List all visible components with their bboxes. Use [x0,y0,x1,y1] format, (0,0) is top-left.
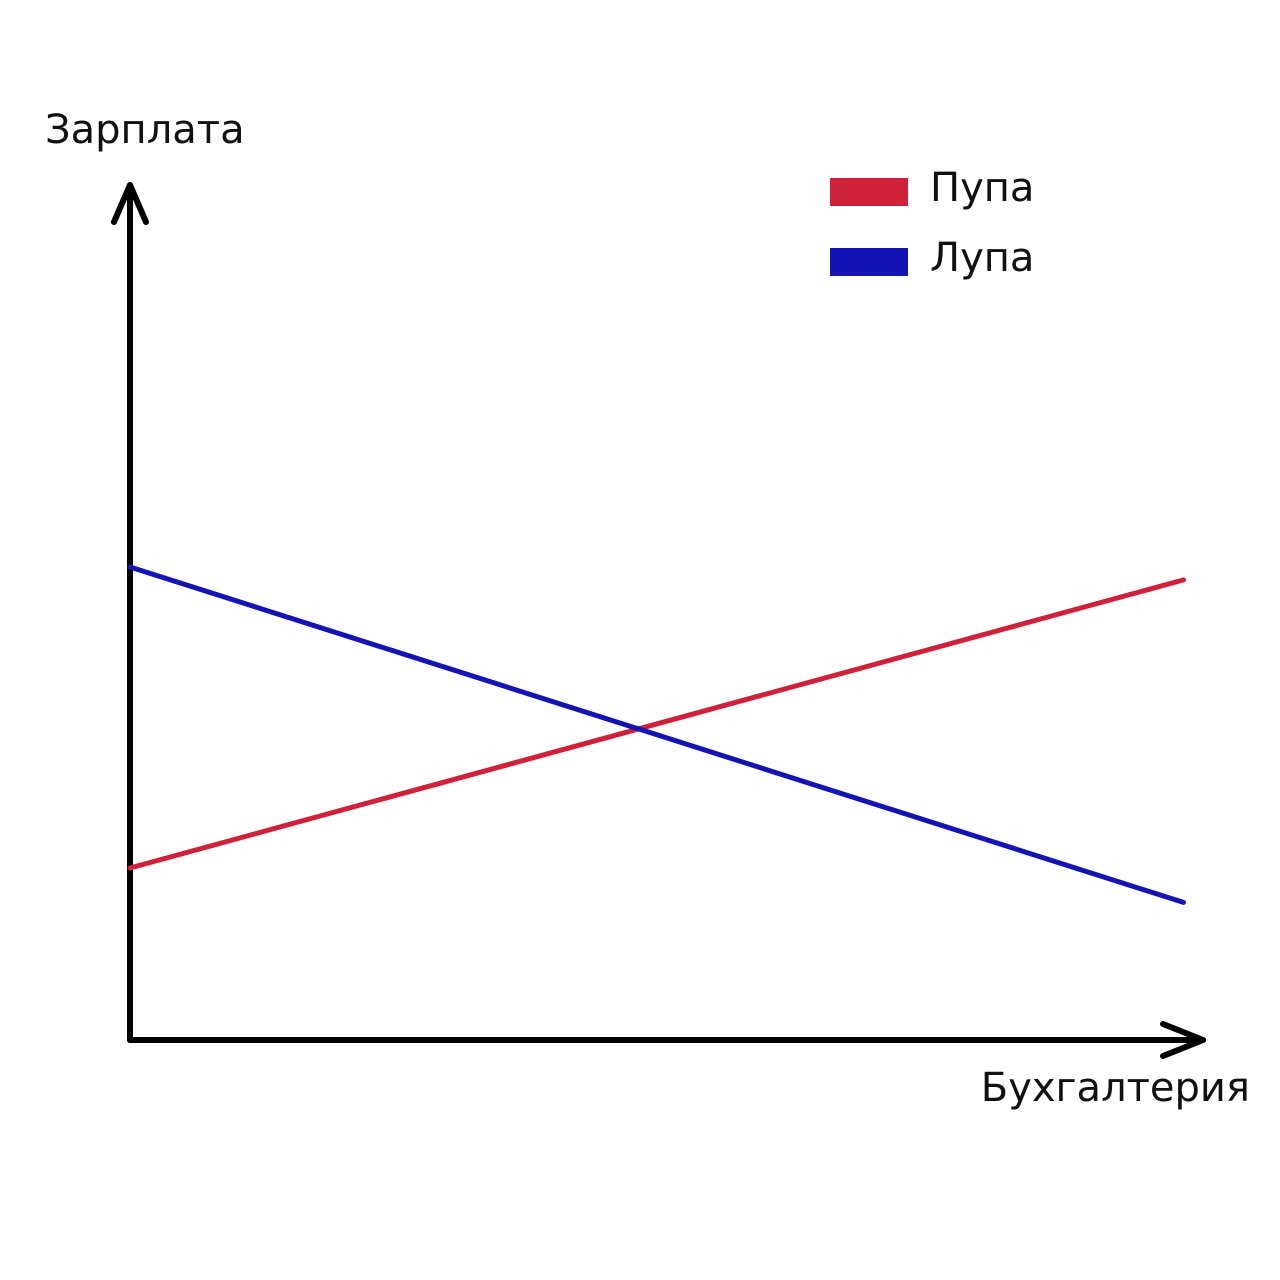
axes [111,182,1206,1059]
x-axis-label: Бухгалтерия [981,1065,1250,1111]
y-axis-label: Зарплата [45,107,245,153]
line [127,577,1186,871]
x-axis-arrow [1160,1021,1206,1059]
line [127,564,1186,905]
legend-label: Лупа [930,235,1034,281]
legend-label: Пупа [930,165,1034,211]
legend-swatch [830,178,908,206]
y-axis-arrow [111,182,149,225]
legend-swatch [830,248,908,276]
